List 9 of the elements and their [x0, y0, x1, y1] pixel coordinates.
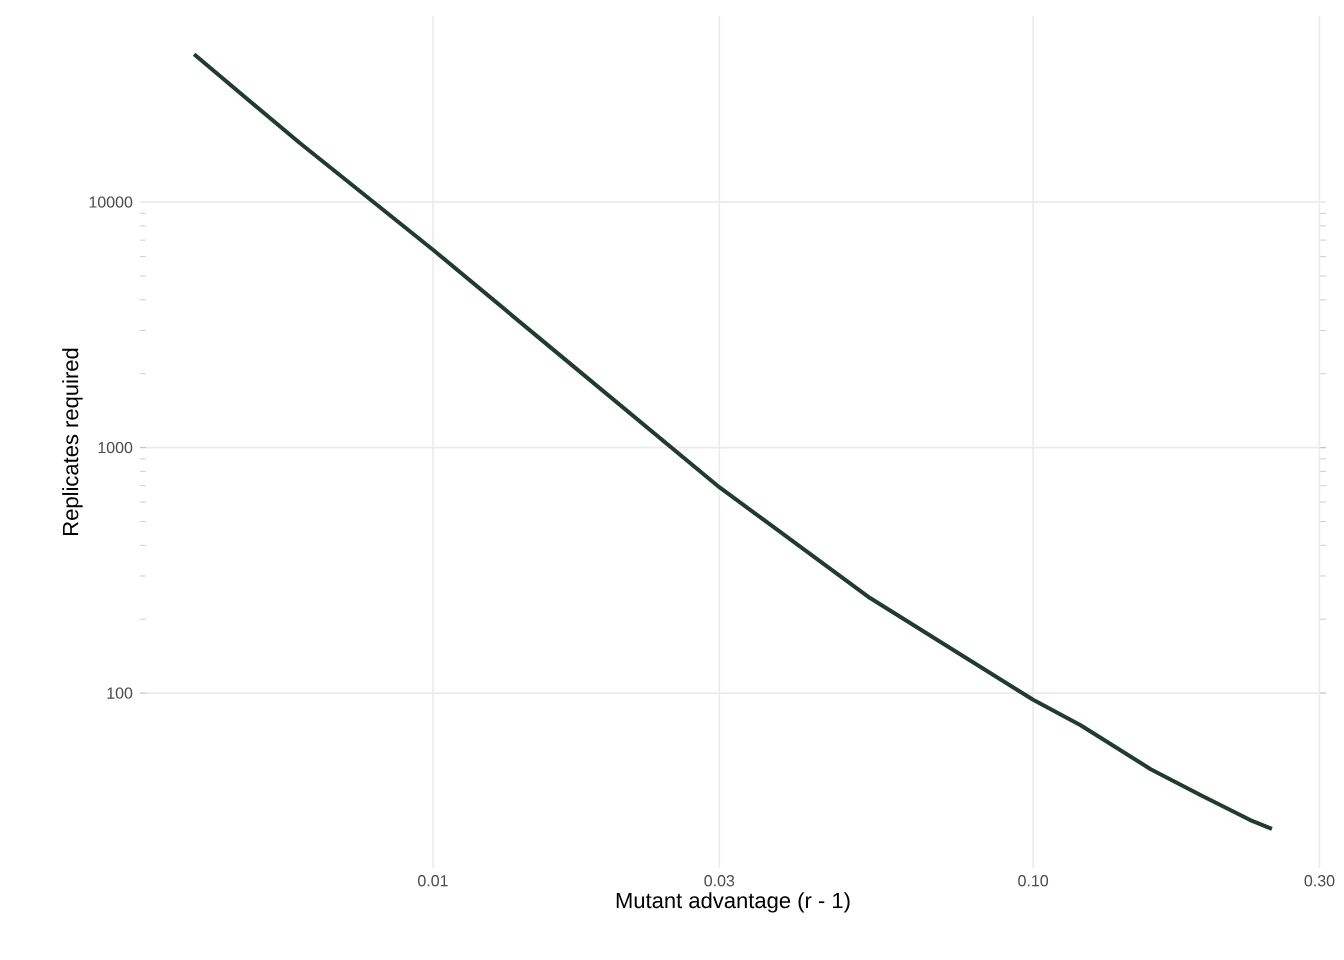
- x-tick-label: 0.30: [1304, 875, 1335, 887]
- x-axis-title: Mutant advantage (r - 1): [616, 892, 850, 913]
- x-tick-label: 0.10: [1018, 875, 1049, 887]
- y-tick-label: 10000: [89, 196, 133, 208]
- x-tick-label: 0.03: [704, 875, 735, 887]
- y-tick-label: 100: [107, 687, 133, 699]
- x-tick-label: 0.01: [418, 875, 448, 887]
- y-axis-title: Replicates required: [62, 348, 83, 535]
- y-tick-label: 1000: [98, 441, 133, 454]
